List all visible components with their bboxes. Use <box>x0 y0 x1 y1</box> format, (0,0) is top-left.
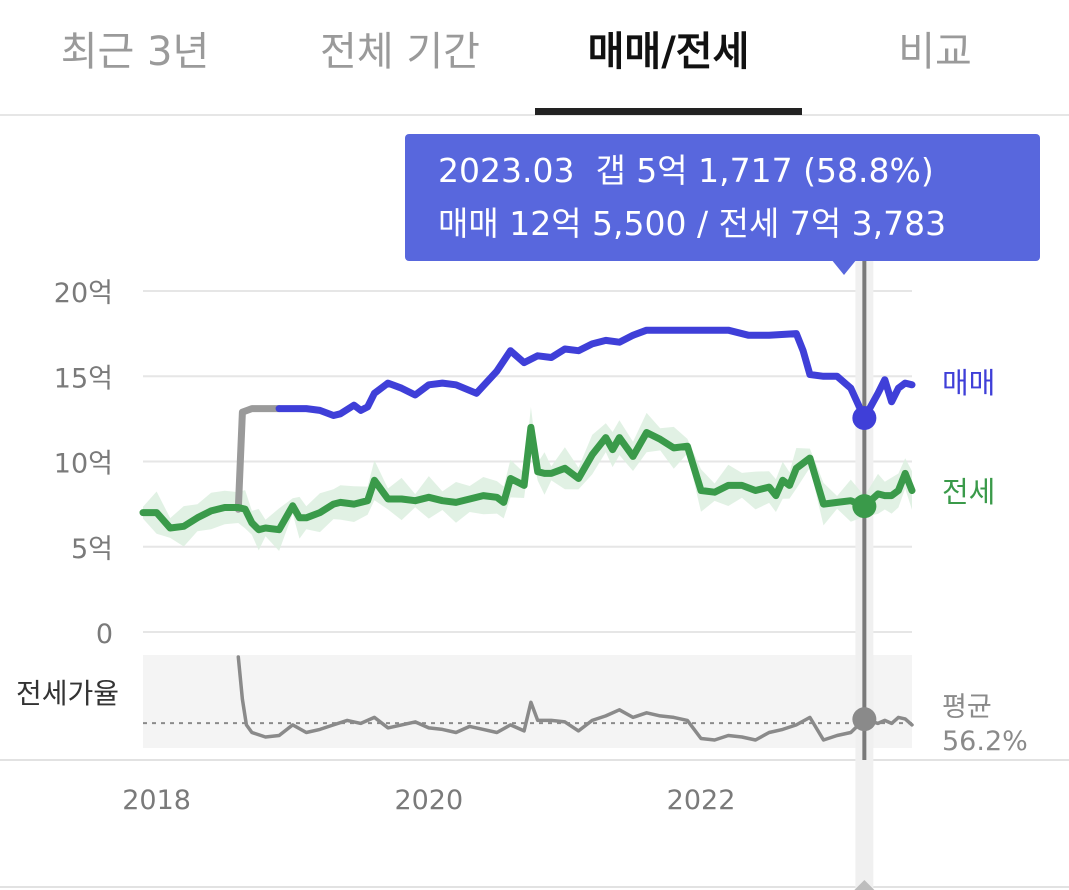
tooltip-row-1: 2023.03 갭 5억 1,717 (58.8%) <box>438 144 1040 197</box>
sale-series-label: 매매 <box>942 366 995 400</box>
sale-line-estimated <box>234 405 283 513</box>
y-tick-label: 10억 <box>54 449 113 480</box>
tooltip-arrow <box>831 259 857 275</box>
ratio-label: 전세가율 <box>16 677 119 710</box>
jeonse-selected-point[interactable] <box>852 494 877 519</box>
sale-line[interactable] <box>275 326 916 422</box>
x-tick-label: 2020 <box>394 785 463 816</box>
ratio-line[interactable] <box>236 655 914 742</box>
jeonse-range-band <box>143 406 912 551</box>
scroll-caret-icon <box>854 880 875 890</box>
tab-compare[interactable]: 비교 <box>898 29 972 75</box>
x-tick-label: 2022 <box>667 785 736 816</box>
tooltip-detail: 매매 12억 5,500 / 전세 7억 3,783 <box>438 204 947 243</box>
jeonse-series-label: 전세 <box>942 475 995 509</box>
chart-tooltip: 2023.03 갭 5억 1,717 (58.8%) 매매 12억 5,500 … <box>405 134 1040 261</box>
tab-bar: 최근 3년 전체 기간 매매/전세 비교 <box>0 0 1069 116</box>
tooltip-date: 2023.03 <box>438 151 575 190</box>
y-tick-label: 20억 <box>54 278 113 309</box>
x-tick-label: 2018 <box>122 785 191 816</box>
ratio-average-value: 56.2% <box>942 726 1028 757</box>
tab-recent-3-years[interactable]: 최근 3년 <box>60 29 210 75</box>
y-tick-label: 0 <box>96 619 113 650</box>
sale-selected-point[interactable] <box>852 406 877 431</box>
ratio-panel-background <box>143 655 912 748</box>
tab-sale-jeonse[interactable]: 매매/전세 <box>587 29 750 75</box>
y-tick-label: 5억 <box>71 534 113 565</box>
ratio-selected-point[interactable] <box>852 707 877 732</box>
ratio-average-label: 평균 <box>942 692 992 723</box>
tooltip-gap: 갭 5억 1,717 (58.8%) <box>595 151 934 190</box>
jeonse-line[interactable] <box>139 423 916 534</box>
tab-all-period[interactable]: 전체 기간 <box>320 29 480 75</box>
y-tick-label: 15억 <box>54 363 113 394</box>
active-tab-indicator <box>535 108 802 115</box>
